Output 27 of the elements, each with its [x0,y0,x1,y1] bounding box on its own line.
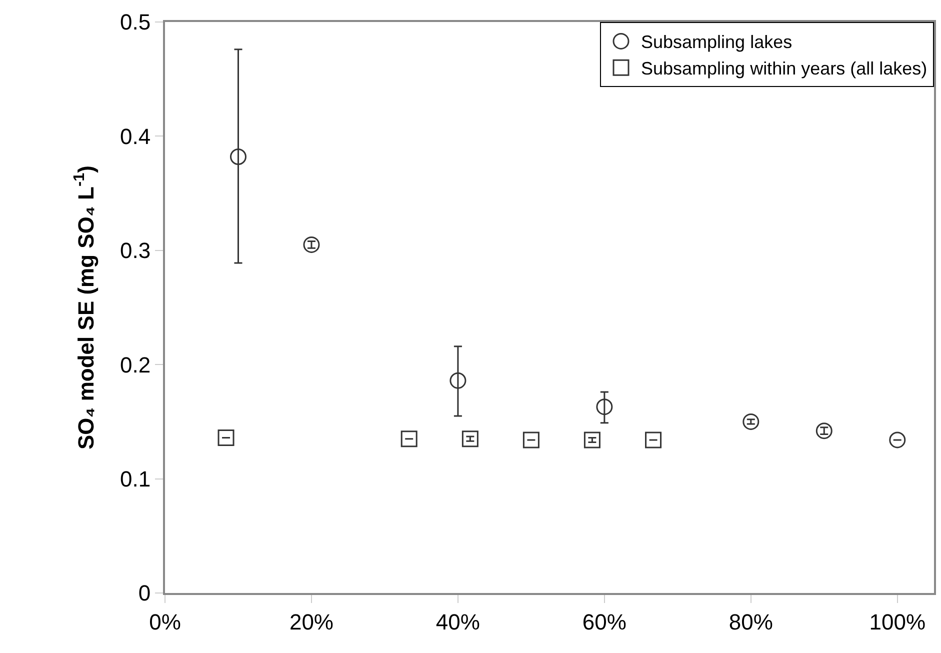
x-tick-label: 0% [149,609,181,634]
point [645,432,662,448]
y-tick-label: 0.2 [120,352,151,378]
x-tick-label: 100% [869,609,926,634]
y-tick-label: 0.4 [120,124,151,149]
legend-label: Subsampling within years (all lakes) [641,58,928,79]
point [596,398,613,416]
x-tick-label: 40% [436,609,480,634]
x-tick-label: 20% [289,609,334,634]
point [889,432,906,448]
point [816,422,832,440]
y-tick-label: 0.5 [120,10,151,35]
x-tick-label: 60% [582,609,626,634]
point [522,432,540,448]
point [584,432,600,448]
point [400,430,418,448]
point [462,430,478,448]
point [230,148,246,166]
y-tick-label: 0.3 [120,238,151,264]
point [742,413,760,430]
y-tick-label: 0.1 [120,466,151,492]
y-tick-label: 0 [138,580,151,606]
legend-label: Subsampling lakes [641,32,792,52]
x-tick-label: 80% [728,609,773,634]
point [303,236,320,253]
point [218,429,234,446]
point [450,372,466,389]
